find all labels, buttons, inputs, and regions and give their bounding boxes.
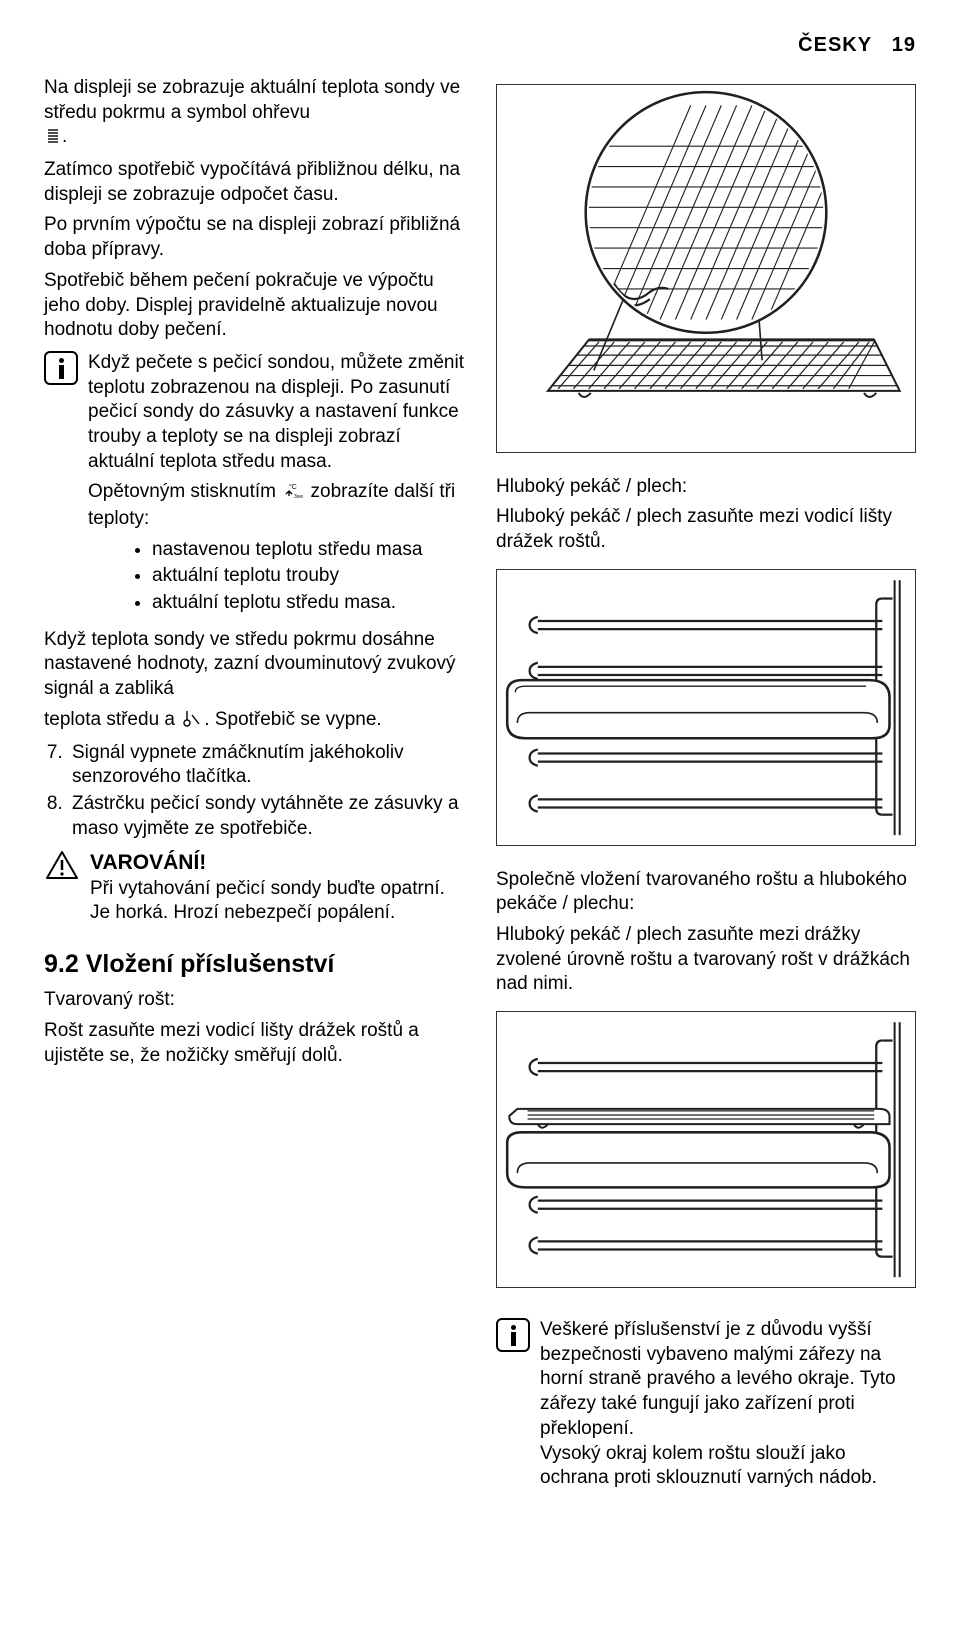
text: teplota středu a [44, 709, 175, 730]
text: . [62, 126, 67, 147]
probe-icon [182, 709, 202, 735]
para: Spotřebič během pečení pokračuje ve výpo… [44, 269, 464, 343]
list-item: nastavenou teplotu středu masa [152, 538, 464, 563]
header-page: 19 [892, 34, 916, 56]
warning-icon [44, 849, 80, 889]
para: Na displeji se zobrazuje aktuální teplot… [44, 76, 464, 152]
info-text: Opětovným stisknutím °C 3sec zobrazíte d… [88, 480, 464, 531]
warning-note: VAROVÁNÍ! Při vytahování pečicí sondy bu… [44, 849, 464, 932]
info-text: Když pečete s pečicí sondou, můžete změn… [88, 351, 464, 474]
figure-wire-rack-detail [496, 84, 916, 453]
right-column: Hluboký pekáč / plech: Hluboký pekáč / p… [496, 76, 916, 1503]
caption: Hluboký pekáč / plech zasuňte mezi vodic… [496, 505, 916, 554]
header-lang: ČESKY [798, 34, 872, 56]
caption: Společně vložení tvarovaného roštu a hlu… [496, 868, 916, 917]
step-list: Signál vypnete zmáčknutím jakéhokoliv se… [68, 741, 464, 842]
text: Na displeji se zobrazuje aktuální teplot… [44, 77, 460, 123]
caption: Hluboký pekáč / plech: [496, 475, 916, 500]
list-item: Zástrčku pečicí sondy vytáhněte ze zásuv… [68, 792, 464, 841]
figure-rack-and-pan [496, 1011, 916, 1288]
info-note: Veškeré příslušenství je z důvodu vyšší … [496, 1318, 916, 1497]
para: Tvarovaný rošt: [44, 988, 464, 1013]
info-text: Veškeré příslušenství je z důvodu vyšší … [540, 1318, 916, 1491]
para: Když teplota sondy ve středu pokrmu dosá… [44, 628, 464, 702]
para: Rošt zasuňte mezi vodicí lišty drážek ro… [44, 1019, 464, 1068]
list-item: aktuální teplotu trouby [152, 564, 464, 589]
svg-text:3sec: 3sec [294, 494, 303, 499]
svg-text:°C: °C [289, 483, 297, 491]
left-column: Na displeji se zobrazuje aktuální teplot… [44, 76, 464, 1503]
bullet-list: nastavenou teplotu středu masa aktuální … [152, 538, 464, 616]
info-icon [496, 1318, 530, 1352]
warning-body: Při vytahování pečicí sondy buďte opatrn… [90, 877, 464, 926]
temp-button-icon: °C 3sec [283, 481, 303, 507]
para: Zatímco spotřebič vypočítává přibližnou … [44, 158, 464, 207]
section-heading: 9.2 Vložení příslušenství [44, 948, 464, 981]
text: . Spotřebič se vypne. [204, 709, 381, 730]
warning-title: VAROVÁNÍ! [90, 849, 464, 876]
list-item: aktuální teplotu středu masa. [152, 591, 464, 616]
heating-icon [46, 127, 60, 152]
text: Opětovným stisknutím [88, 481, 276, 502]
caption: Hluboký pekáč / plech zasuňte mezi drážk… [496, 923, 916, 997]
para: Po prvním výpočtu se na displeji zobrazí… [44, 213, 464, 262]
info-note: Když pečete s pečicí sondou, můžete změn… [44, 351, 464, 622]
para: teplota středu a . Spotřebič se vypne. [44, 708, 464, 735]
info-icon [44, 351, 78, 385]
list-item: Signál vypnete zmáčknutím jakéhokoliv se… [68, 741, 464, 790]
figure-deep-pan [496, 569, 916, 846]
